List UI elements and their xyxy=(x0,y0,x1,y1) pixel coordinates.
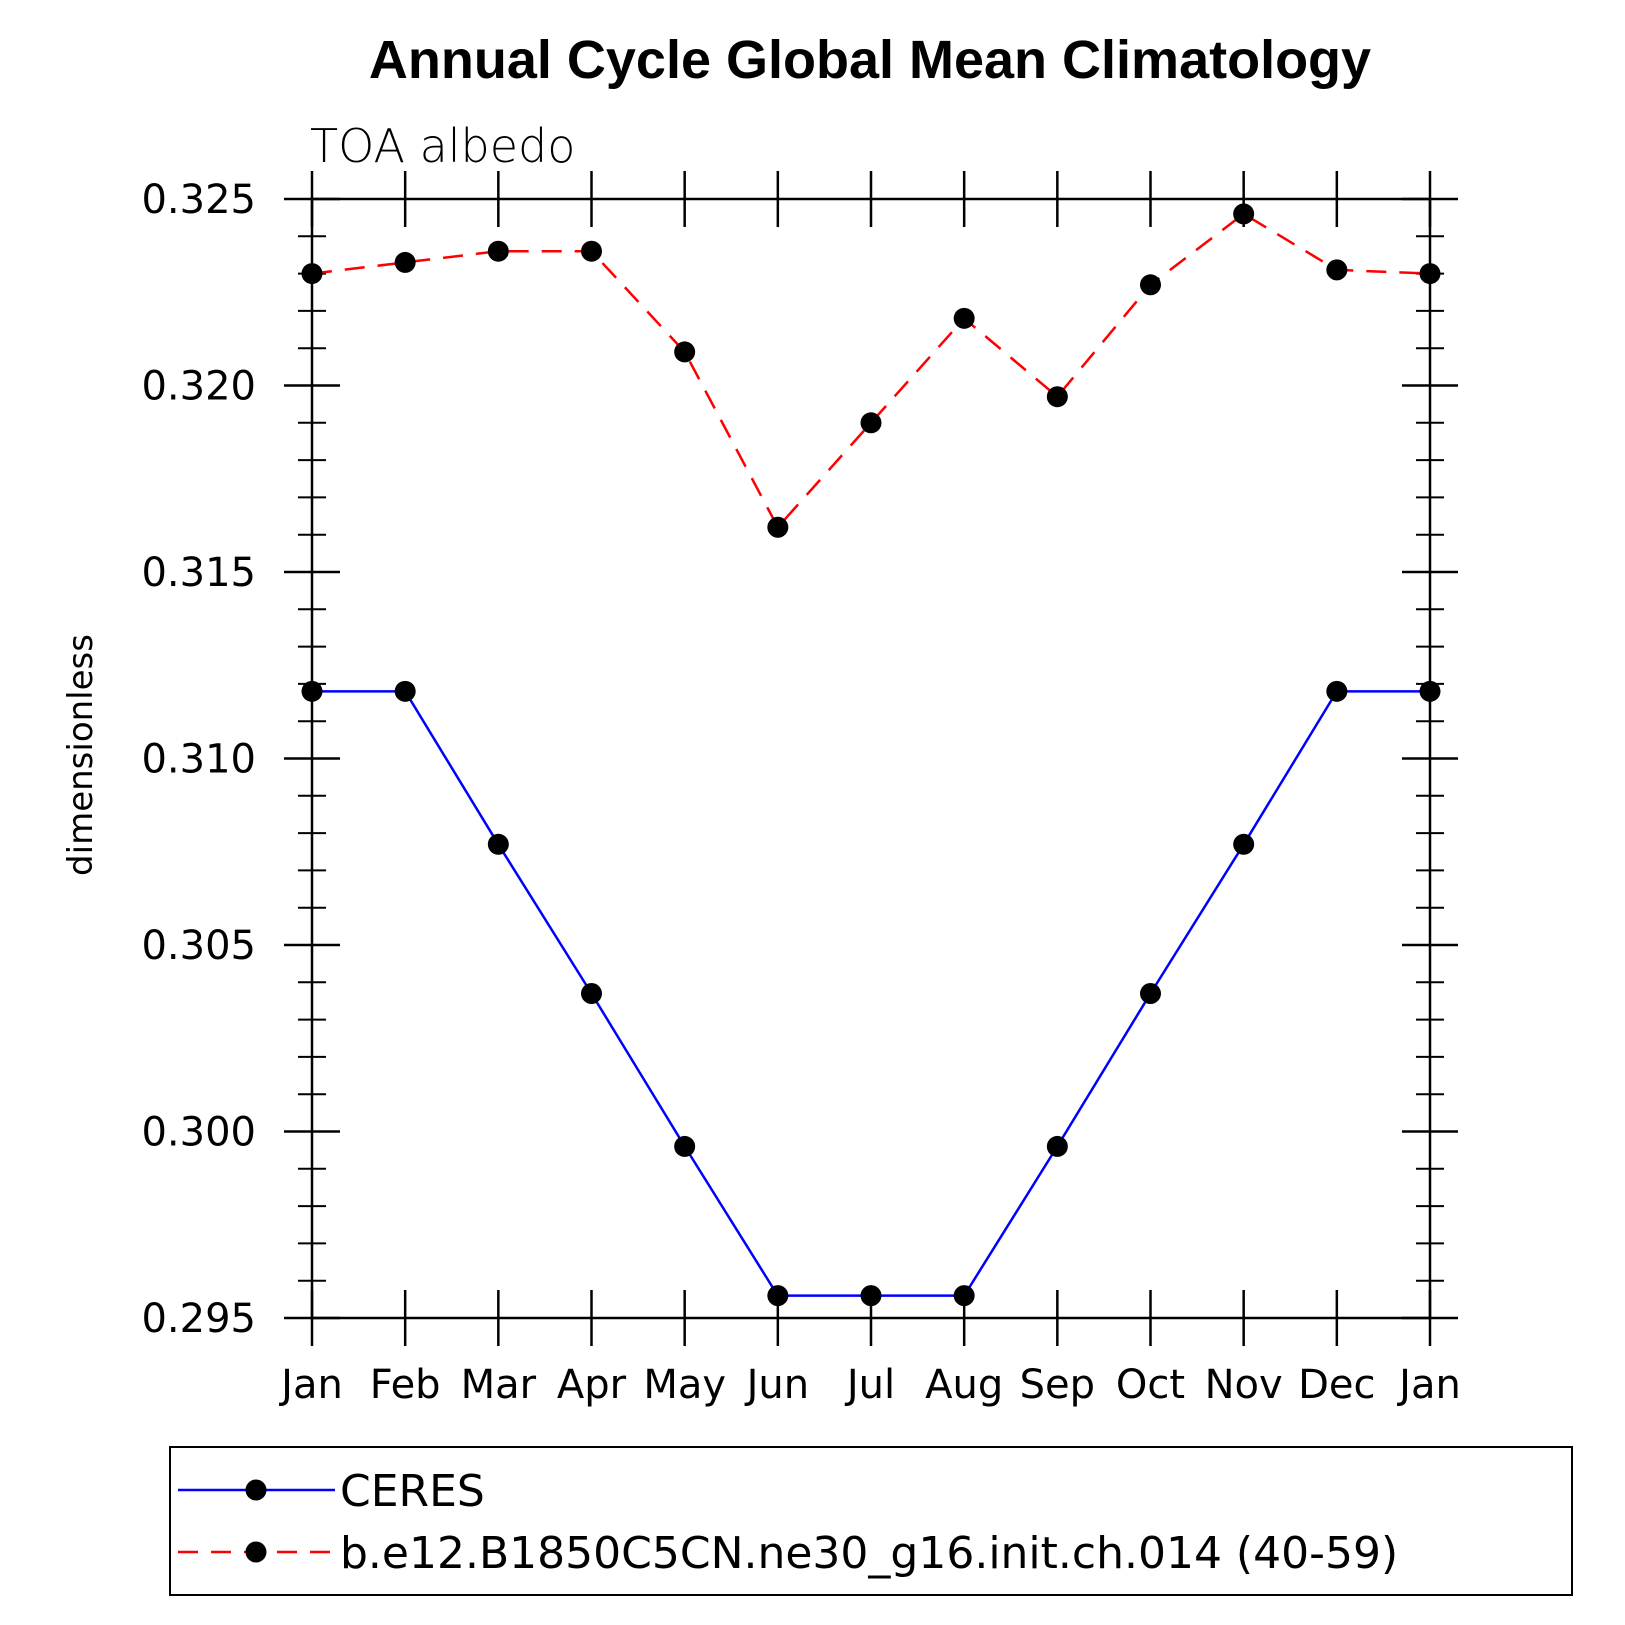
data-point xyxy=(301,680,323,702)
x-tick-label: Sep xyxy=(1020,1362,1095,1408)
data-point xyxy=(767,1285,789,1307)
data-point xyxy=(1326,259,1348,281)
y-tick-label: 0.325 xyxy=(141,177,256,223)
data-point xyxy=(860,412,882,434)
x-tick-labels: Jan Feb Mar Apr May Jun Jul Aug Sep Oct Nov Dec Jan xyxy=(278,1362,1461,1408)
data-point xyxy=(1140,982,1161,1004)
y-tick-label: 0.310 xyxy=(141,737,256,783)
x-tick-label: Aug xyxy=(925,1362,1003,1408)
x-tick-label: Oct xyxy=(1116,1362,1185,1408)
data-point xyxy=(674,341,696,363)
x-tick-label: Jan xyxy=(278,1362,343,1408)
x-tick-label: Jul xyxy=(844,1362,895,1408)
legend-box xyxy=(169,1446,1573,1596)
x-tick-label: Dec xyxy=(1298,1362,1375,1408)
data-point xyxy=(581,982,602,1004)
series-line xyxy=(312,690,1430,1297)
data-point xyxy=(394,680,416,702)
y-tick-label: 0.315 xyxy=(141,550,256,596)
data-point xyxy=(1419,680,1441,702)
y-tick-label: 0.305 xyxy=(141,923,256,969)
y-axis-label: dimensionless xyxy=(61,634,101,876)
legend-marker xyxy=(245,1541,267,1563)
x-tick-label: Feb xyxy=(370,1362,441,1408)
data-point xyxy=(1046,386,1068,408)
legend-label: CERES xyxy=(340,1466,485,1517)
y-tick-labels: 0.295 0.300 0.305 0.310 0.315 0.320 0.325 xyxy=(141,177,256,1342)
data-point xyxy=(394,251,416,273)
data-point xyxy=(1233,833,1255,855)
series-group xyxy=(301,203,1441,1307)
series-line xyxy=(311,212,1431,530)
x-tick-label: Nov xyxy=(1205,1362,1283,1408)
data-point xyxy=(301,263,323,285)
data-point xyxy=(1326,680,1348,702)
data-point xyxy=(487,833,509,855)
x-tick-label: Mar xyxy=(461,1362,537,1408)
axis-ticks xyxy=(284,171,1458,1346)
data-point xyxy=(860,1285,882,1307)
x-tick-label: Jan xyxy=(1396,1362,1461,1408)
chart-title: Annual Cycle Global Mean Climatology xyxy=(369,30,1371,90)
data-point xyxy=(767,516,789,538)
data-point xyxy=(487,240,509,262)
data-point xyxy=(674,1135,696,1157)
data-point xyxy=(1046,1135,1068,1157)
y-tick-label: 0.320 xyxy=(141,364,256,410)
x-tick-label: Apr xyxy=(557,1362,627,1408)
data-point xyxy=(1419,263,1441,285)
x-tick-label: May xyxy=(643,1362,726,1408)
data-point xyxy=(581,240,602,262)
data-point xyxy=(953,307,975,329)
legend-label: b.e12.B1850C5CN.ne30_g16.init.ch.014 (40… xyxy=(340,1528,1398,1579)
data-point xyxy=(1140,274,1161,296)
x-tick-label: Jun xyxy=(744,1362,810,1408)
legend-marker xyxy=(245,1479,267,1501)
y-tick-label: 0.300 xyxy=(141,1110,256,1156)
data-point xyxy=(1233,203,1255,225)
legend: CERES b.e12.B1850C5CN.ne30_g16.init.ch.01… xyxy=(178,1466,1398,1579)
chart-subtitle: TOA albedo xyxy=(310,119,575,173)
plot-frame xyxy=(310,197,1432,1320)
y-tick-label: 0.295 xyxy=(141,1296,256,1342)
data-point xyxy=(953,1285,975,1307)
